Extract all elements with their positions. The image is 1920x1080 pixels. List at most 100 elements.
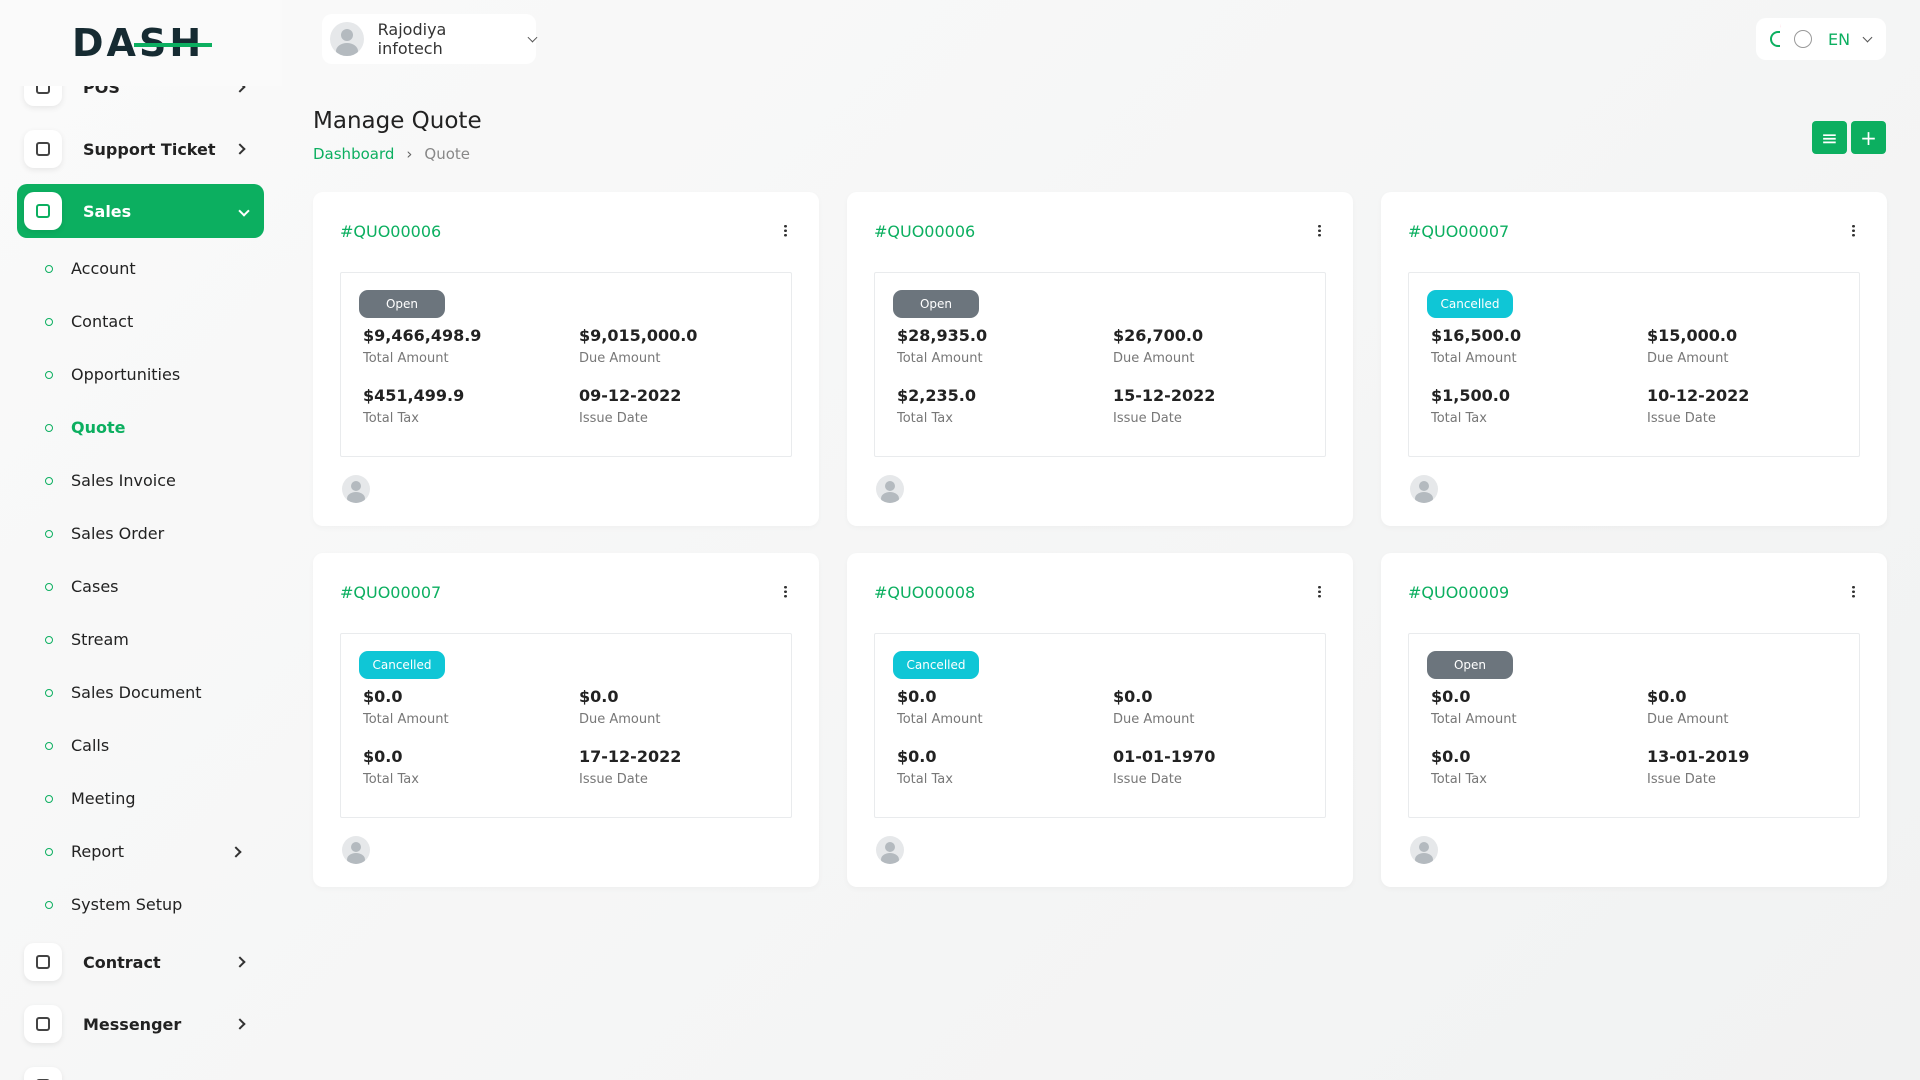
submenu-item[interactable]: Meeting	[0, 772, 282, 825]
field-label: Issue Date	[1113, 772, 1182, 787]
submenu-item[interactable]: Account	[0, 242, 282, 295]
company-switcher[interactable]: Rajodiya infotech	[322, 14, 538, 64]
menu-dots[interactable]	[1318, 585, 1321, 598]
menu-dots[interactable]	[1852, 224, 1855, 237]
submenu-item[interactable]: Calls	[0, 719, 282, 772]
actions: ≡ +	[1812, 121, 1886, 154]
field-label: Issue Date	[579, 772, 648, 787]
chevron	[238, 205, 250, 217]
quote-id[interactable]: #QUO00007	[340, 583, 442, 602]
sidebar: DASH POS Support Ticket Sales Account Contac…	[0, 0, 282, 1080]
icon	[36, 955, 50, 969]
add-button[interactable]: +	[1851, 121, 1886, 154]
field: 09-12-2022 Issue Date	[579, 386, 681, 426]
submenu-label: Calls	[71, 736, 110, 755]
menu-item[interactable]: Assets	[0, 1055, 282, 1080]
menu-item[interactable]: Messenger	[0, 993, 282, 1055]
menu-dots[interactable]	[784, 585, 787, 598]
list-view-button[interactable]: ≡	[1812, 121, 1847, 154]
submenu-item[interactable]: Stream	[0, 613, 282, 666]
quote-card: #QUO00006 Open $9,466,498.9 Total Amount $9,…	[313, 192, 819, 526]
quote-details: Open $0.0 Total Amount $0.0 Due Amount $0.0 To…	[1408, 633, 1860, 818]
submenu-item[interactable]: Sales Order	[0, 507, 282, 560]
field: $451,499.9 Total Tax	[363, 386, 464, 426]
submenu-label: Contact	[71, 312, 134, 331]
status-badge: Open	[359, 290, 445, 318]
chevron	[230, 845, 242, 858]
field-label: Total Tax	[363, 772, 419, 787]
field-value: $0.0	[363, 687, 403, 706]
quote-details: Cancelled $16,500.0 Total Amount $15,000.0 D…	[1408, 272, 1860, 457]
field-label: Total Tax	[1431, 411, 1487, 426]
field-value: $0.0	[897, 687, 937, 706]
field: $0.0 Total Amount	[897, 687, 983, 727]
field-value: 09-12-2022	[579, 386, 682, 405]
submenu-label: Stream	[71, 630, 129, 649]
quote-details: Cancelled $0.0 Total Amount $0.0 Due Amount $…	[874, 633, 1326, 818]
field-value: $28,935.0	[897, 326, 988, 345]
submenu-item[interactable]: Quote	[0, 401, 282, 454]
breadcrumb-link[interactable]: Dashboard	[313, 145, 395, 163]
menu-dots[interactable]	[784, 224, 787, 237]
field: $0.0 Total Tax	[897, 747, 953, 787]
quote-id[interactable]: #QUO00008	[874, 583, 976, 602]
field-value: $0.0	[1431, 687, 1471, 706]
quote-card: #QUO00009 Open $0.0 Total Amount $0.0 Due Amo…	[1381, 553, 1887, 887]
field-label: Total Tax	[897, 772, 953, 787]
assignee-avatar	[876, 475, 904, 503]
chevron	[527, 32, 538, 42]
language-switcher[interactable]: EN	[1780, 18, 1886, 60]
menu-icon	[24, 943, 62, 981]
submenu-item[interactable]: Opportunities	[0, 348, 282, 401]
page-title: Manage Quote	[313, 108, 482, 134]
assignee-avatar	[1410, 475, 1438, 503]
menu-icon	[24, 1067, 62, 1080]
submenu-label: Sales Order	[71, 524, 165, 543]
submenu-item[interactable]: Sales Document	[0, 666, 282, 719]
quote-id[interactable]: #QUO00007	[1408, 222, 1510, 241]
field-value: $9,466,498.9	[363, 326, 482, 345]
quote-id[interactable]: #QUO00006	[340, 222, 442, 241]
field: $0.0 Total Tax	[363, 747, 419, 787]
breadcrumb: Dashboard › Quote	[313, 145, 470, 163]
submenu-item[interactable]: Cases	[0, 560, 282, 613]
menu-dots[interactable]	[1318, 224, 1321, 237]
menu-dots[interactable]	[1852, 585, 1855, 598]
field-label: Total Amount	[897, 712, 983, 727]
field-value: $0.0	[1647, 687, 1687, 706]
field-label: Due Amount	[579, 712, 661, 727]
field: $16,500.0 Total Amount	[1431, 326, 1521, 366]
field-value: 01-01-1970	[1113, 747, 1216, 766]
quote-id[interactable]: #QUO00009	[1408, 583, 1510, 602]
field: $0.0 Total Tax	[1431, 747, 1487, 787]
menu-item[interactable]: Contract	[0, 931, 282, 993]
submenu-item[interactable]: Report	[0, 825, 282, 878]
icon	[36, 204, 50, 218]
submenu-item[interactable]: Sales Invoice	[0, 454, 282, 507]
quote-details: Cancelled $0.0 Total Amount $0.0 Due Amount $…	[340, 633, 792, 818]
field: $0.0 Total Amount	[363, 687, 449, 727]
logo[interactable]: DASH	[0, 0, 282, 86]
field-value: $16,500.0	[1431, 326, 1522, 345]
quote-card: #QUO00006 Open $28,935.0 Total Amount $26,70…	[847, 192, 1353, 526]
submenu-item[interactable]: System Setup	[0, 878, 282, 931]
field: $1,500.0 Total Tax	[1431, 386, 1510, 426]
menu-item[interactable]: Sales	[17, 184, 264, 238]
field: 15-12-2022 Issue Date	[1113, 386, 1215, 426]
field-label: Issue Date	[1647, 772, 1716, 787]
submenu-item[interactable]: Contact	[0, 295, 282, 348]
chevron	[1862, 32, 1873, 42]
submenu-label: System Setup	[71, 895, 183, 914]
breadcrumb-current: Quote	[424, 145, 470, 163]
chevron	[234, 956, 246, 968]
field: $15,000.0 Due Amount	[1647, 326, 1737, 366]
status-badge: Cancelled	[359, 651, 445, 679]
field-value: 13-01-2019	[1647, 747, 1750, 766]
field: $0.0 Due Amount	[579, 687, 660, 727]
status-badge: Cancelled	[1427, 290, 1513, 318]
menu-item[interactable]: Support Ticket	[0, 118, 282, 180]
menu-label: Contract	[83, 952, 161, 972]
chevron	[234, 143, 246, 155]
menu-label: Messenger	[83, 1014, 182, 1034]
quote-id[interactable]: #QUO00006	[874, 222, 976, 241]
